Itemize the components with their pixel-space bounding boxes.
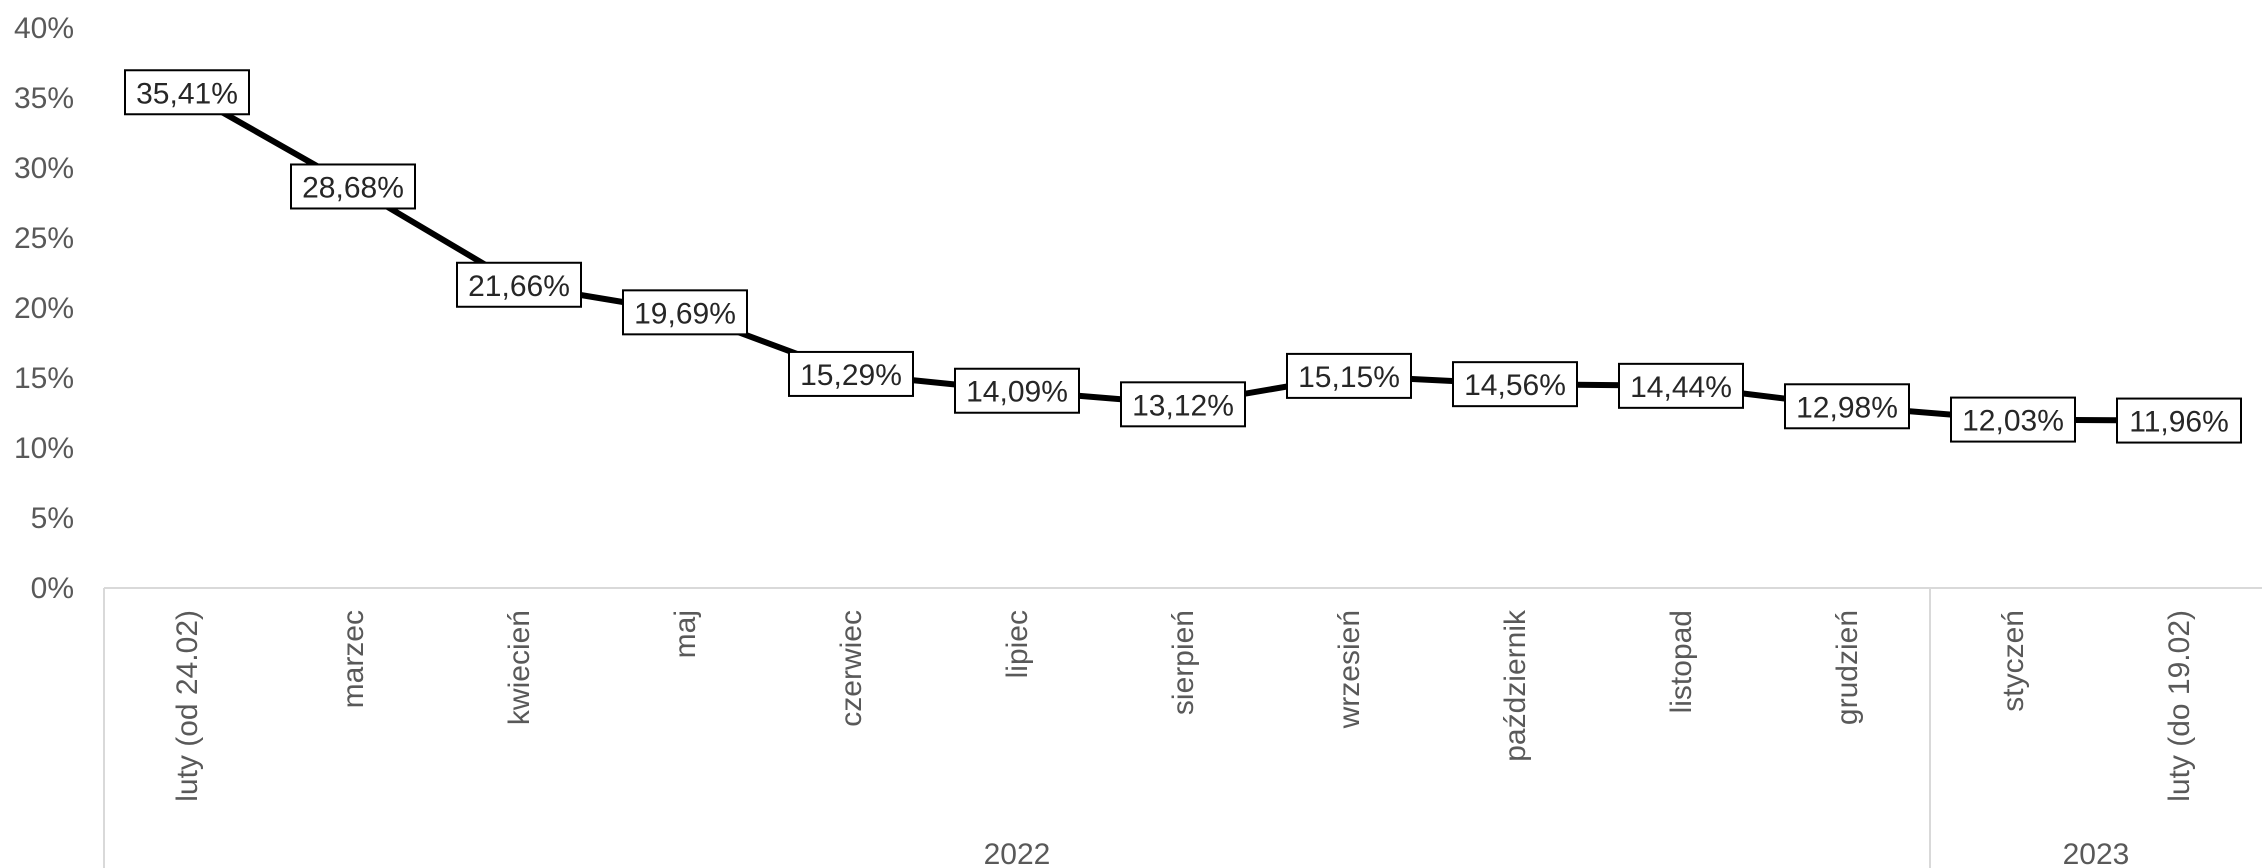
x-tick-label: lipiec (1001, 610, 1034, 678)
data-label-box (1452, 361, 1578, 408)
data-label-text: 15,15% (1298, 361, 1400, 394)
data-label-box (788, 350, 914, 397)
data-label-text: 14,44% (1630, 371, 1732, 404)
data-label: 28,68% (290, 163, 416, 210)
y-tick-label: 35% (14, 82, 74, 115)
data-label-text: 19,69% (634, 297, 736, 330)
year-group-label: 2023 (2063, 838, 2130, 868)
y-axis: 0% 5% 10% 15% 20% 25% 30% 35% 40% (14, 12, 74, 605)
data-label-text: 14,09% (966, 376, 1068, 409)
y-tick-label: 40% (14, 12, 74, 45)
x-tick-label: grudzień (1831, 610, 1864, 725)
x-tick-label: czerwiec (835, 610, 868, 727)
x-tick-label: luty (do 19.02) (2163, 610, 2196, 802)
x-tick-label: kwiecień (503, 610, 536, 725)
data-label: 15,29% (788, 350, 914, 397)
y-tick-label: 10% (14, 432, 74, 465)
data-label-text: 13,12% (1132, 389, 1234, 422)
data-label: 11,96% (2116, 397, 2242, 444)
data-label: 14,44% (1618, 362, 1744, 409)
data-label: 35,41% (124, 69, 250, 116)
y-tick-label: 5% (31, 502, 74, 535)
y-tick-label: 25% (14, 222, 74, 255)
data-label-box (1120, 381, 1246, 428)
data-label-text: 12,03% (1962, 405, 2064, 438)
x-tick-label: listopad (1665, 610, 1698, 713)
data-label-box (622, 289, 748, 336)
y-tick-label: 15% (14, 362, 74, 395)
data-label: 19,69% (622, 289, 748, 336)
data-label-text: 35,41% (136, 77, 238, 110)
data-label-text: 21,66% (468, 270, 570, 303)
series-line-group (185, 89, 2180, 424)
data-label-box (954, 367, 1080, 414)
data-label-box (290, 163, 416, 210)
data-label-box (2116, 397, 2242, 444)
x-tick-label: wrzesień (1333, 610, 1366, 729)
data-label-box (1950, 396, 2076, 443)
x-tick-label: styczeń (1997, 610, 2030, 712)
data-label: 12,03% (1950, 396, 2076, 443)
data-label: 14,56% (1452, 361, 1578, 408)
data-label: 14,09% (954, 367, 1080, 414)
data-label: 15,15% (1286, 352, 1412, 399)
y-tick-label: 30% (14, 152, 74, 185)
y-tick-label: 0% (31, 572, 74, 605)
x-tick-label: luty (od 24.02) (171, 610, 204, 802)
series-line (185, 89, 2180, 424)
data-label-text: 15,29% (800, 359, 902, 392)
x-tick-label: maj (669, 610, 702, 658)
x-tick-label: październik (1499, 609, 1532, 762)
data-label-text: 11,96% (2129, 406, 2229, 439)
data-label-box (1784, 383, 1910, 430)
data-label: 21,66% (456, 261, 582, 308)
x-axis: 2022 2023 luty (od 24.02) marzec kwiecień maj… (103, 587, 2262, 868)
data-label: 12,98% (1784, 383, 1910, 430)
year-group-label: 2022 (984, 838, 1051, 868)
data-label-text: 28,68% (302, 171, 404, 204)
x-tick-label: marzec (337, 610, 370, 708)
data-label-box (124, 69, 250, 116)
data-label-box (1286, 352, 1412, 399)
y-tick-label: 20% (14, 292, 74, 325)
data-label-box (1618, 362, 1744, 409)
data-label-text: 14,56% (1464, 369, 1566, 402)
data-label-text: 12,98% (1796, 391, 1898, 424)
x-tick-label: sierpień (1167, 610, 1200, 715)
data-label: 13,12% (1120, 381, 1246, 428)
data-label-box (456, 261, 582, 308)
data-label-group: 35,41% 28,68% 21,66% 19,69% 15,29% 14,09% 13,1… (124, 69, 2242, 444)
